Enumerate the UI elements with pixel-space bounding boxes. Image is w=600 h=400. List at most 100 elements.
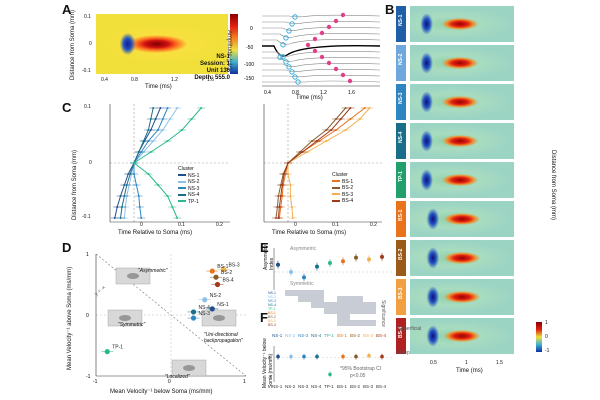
data-point — [181, 129, 183, 131]
xcat-label: BS-2 — [350, 384, 361, 389]
data-point — [166, 107, 169, 109]
cluster-heatmap-bs-4 — [410, 318, 514, 354]
data-point — [200, 107, 203, 109]
panel-b-superficial: Superficial — [398, 326, 422, 332]
sig-cell — [363, 308, 376, 314]
point-ns-4 — [190, 309, 197, 315]
legend-label: BS-4 — [342, 198, 354, 204]
data-point — [138, 206, 141, 208]
waveform-trace — [262, 14, 381, 18]
cluster-label: TP-1 — [398, 171, 404, 182]
xcat-label: NS-4 — [311, 333, 322, 338]
cluster-band-ns-3: NS-3 — [396, 84, 406, 120]
data-point — [129, 173, 132, 175]
waveform-trace — [262, 27, 381, 31]
cluster-label: NS-2 — [398, 53, 404, 65]
point-label: BS-2 — [221, 270, 232, 276]
peak-marker — [326, 60, 332, 66]
asym-point-ns-2 — [289, 270, 293, 274]
xcat-label: NS-2 — [285, 333, 296, 338]
vel-point-bs-3 — [367, 353, 371, 358]
legend-title: Cluster — [332, 172, 348, 178]
data-point — [290, 206, 293, 208]
asym-point-ns-3 — [302, 275, 306, 280]
sig-cell — [337, 320, 350, 326]
xtick: 1 — [243, 379, 246, 384]
data-point — [291, 217, 294, 219]
legend-title: Cluster — [178, 166, 194, 172]
sig-cell — [311, 296, 324, 302]
point-label: NS-3 — [199, 311, 211, 317]
panel-a-ytick-2: 0 — [89, 41, 92, 47]
legend-entry: NS-4 — [178, 192, 199, 199]
matrix-row-label: NS-4 — [268, 303, 276, 307]
xcat-label: NS-1 — [272, 333, 283, 338]
panel-letter-a: A — [62, 2, 72, 17]
panel-e-significance-label: Significance — [380, 300, 386, 327]
xcat-label: BS-3 — [363, 384, 374, 389]
cluster-heatmap-bs-1 — [410, 201, 514, 237]
panel-f-note2: p<0.05 — [350, 373, 366, 379]
panel-a-xlabel: Time (ms) — [145, 84, 172, 90]
data-point — [135, 184, 138, 186]
data-point — [149, 151, 152, 153]
cluster-heatmap-ns-4 — [410, 123, 514, 159]
xcat-label: BS-2 — [350, 333, 361, 338]
peak-marker — [340, 12, 346, 18]
panel-a-right-xtick-3: 1.2 — [320, 90, 327, 96]
data-point — [166, 140, 169, 142]
vel-point-tp-1 — [328, 372, 332, 377]
panel-c-right-xlabel: Time Relative to Soma (ms) — [272, 230, 347, 236]
panel-c-left-xlabel: Time Relative to Soma (ms) — [118, 230, 193, 236]
peak-marker — [319, 54, 325, 60]
legend-entry: BS-3 — [332, 192, 353, 199]
panel-b-ylabel: Distance from Soma (mm) — [550, 150, 556, 221]
panel-a-right-xtick-2: 0.8 — [292, 90, 299, 96]
asym-point-bs-1 — [341, 259, 345, 264]
vel-point-bs-4 — [380, 354, 384, 359]
data-point — [137, 151, 140, 153]
data-point — [169, 118, 171, 120]
legend-label: NS-3 — [188, 185, 200, 192]
data-point — [339, 118, 342, 120]
cluster-band-bs-4: BS-4 — [396, 318, 406, 354]
trough-marker — [289, 21, 295, 27]
data-point — [289, 184, 292, 186]
data-point — [349, 118, 352, 120]
data-point — [344, 107, 347, 109]
peak-marker — [305, 42, 311, 48]
trough-marker — [289, 69, 295, 75]
vel-point-ns-3 — [302, 354, 306, 359]
panel-b-deep: Deep — [398, 350, 410, 356]
data-point — [359, 118, 361, 120]
trough-marker — [286, 28, 292, 34]
sig-cell — [298, 296, 311, 302]
xcat-label: TP-1 — [324, 333, 334, 338]
panel-c-left-xtick-3: 0.2 — [216, 222, 223, 228]
point-ns-1 — [209, 306, 215, 312]
data-point — [283, 173, 286, 175]
panel-a-xtick-1: 0.4 — [101, 77, 108, 83]
ytick: -1 — [86, 374, 91, 380]
sig-cell — [363, 302, 376, 308]
point-label: BS-4 — [223, 278, 234, 284]
trough-marker — [277, 54, 283, 60]
asym-point-bs-4 — [380, 254, 384, 259]
panel-f-ylabel: Mean Velocity⁻¹ below Soma (ms/mm) — [262, 338, 274, 388]
xtick: 0 — [168, 379, 171, 384]
panel-a-traces: 0 -50 -100 -150 0.4 0.8 1.2 1.6 — [244, 12, 381, 96]
panel-a-right-xtick-1: 0.4 — [264, 90, 271, 96]
panel-a-xtick-3: 1.2 — [171, 77, 178, 83]
panel-b-colorbar — [536, 322, 542, 352]
data-point — [190, 118, 193, 120]
data-point — [142, 140, 145, 142]
sig-cell — [337, 302, 350, 308]
cluster-heatmap-ns-2 — [410, 45, 514, 81]
data-point — [278, 206, 281, 208]
panel-c-ytick-3: -0.1 — [82, 214, 91, 220]
vel-point-ns-1 — [276, 354, 280, 359]
panel-c-left-xtick-1: 0 — [140, 222, 143, 228]
ytick: 0 — [268, 356, 271, 361]
trough-marker — [295, 79, 301, 85]
data-point — [176, 217, 179, 219]
